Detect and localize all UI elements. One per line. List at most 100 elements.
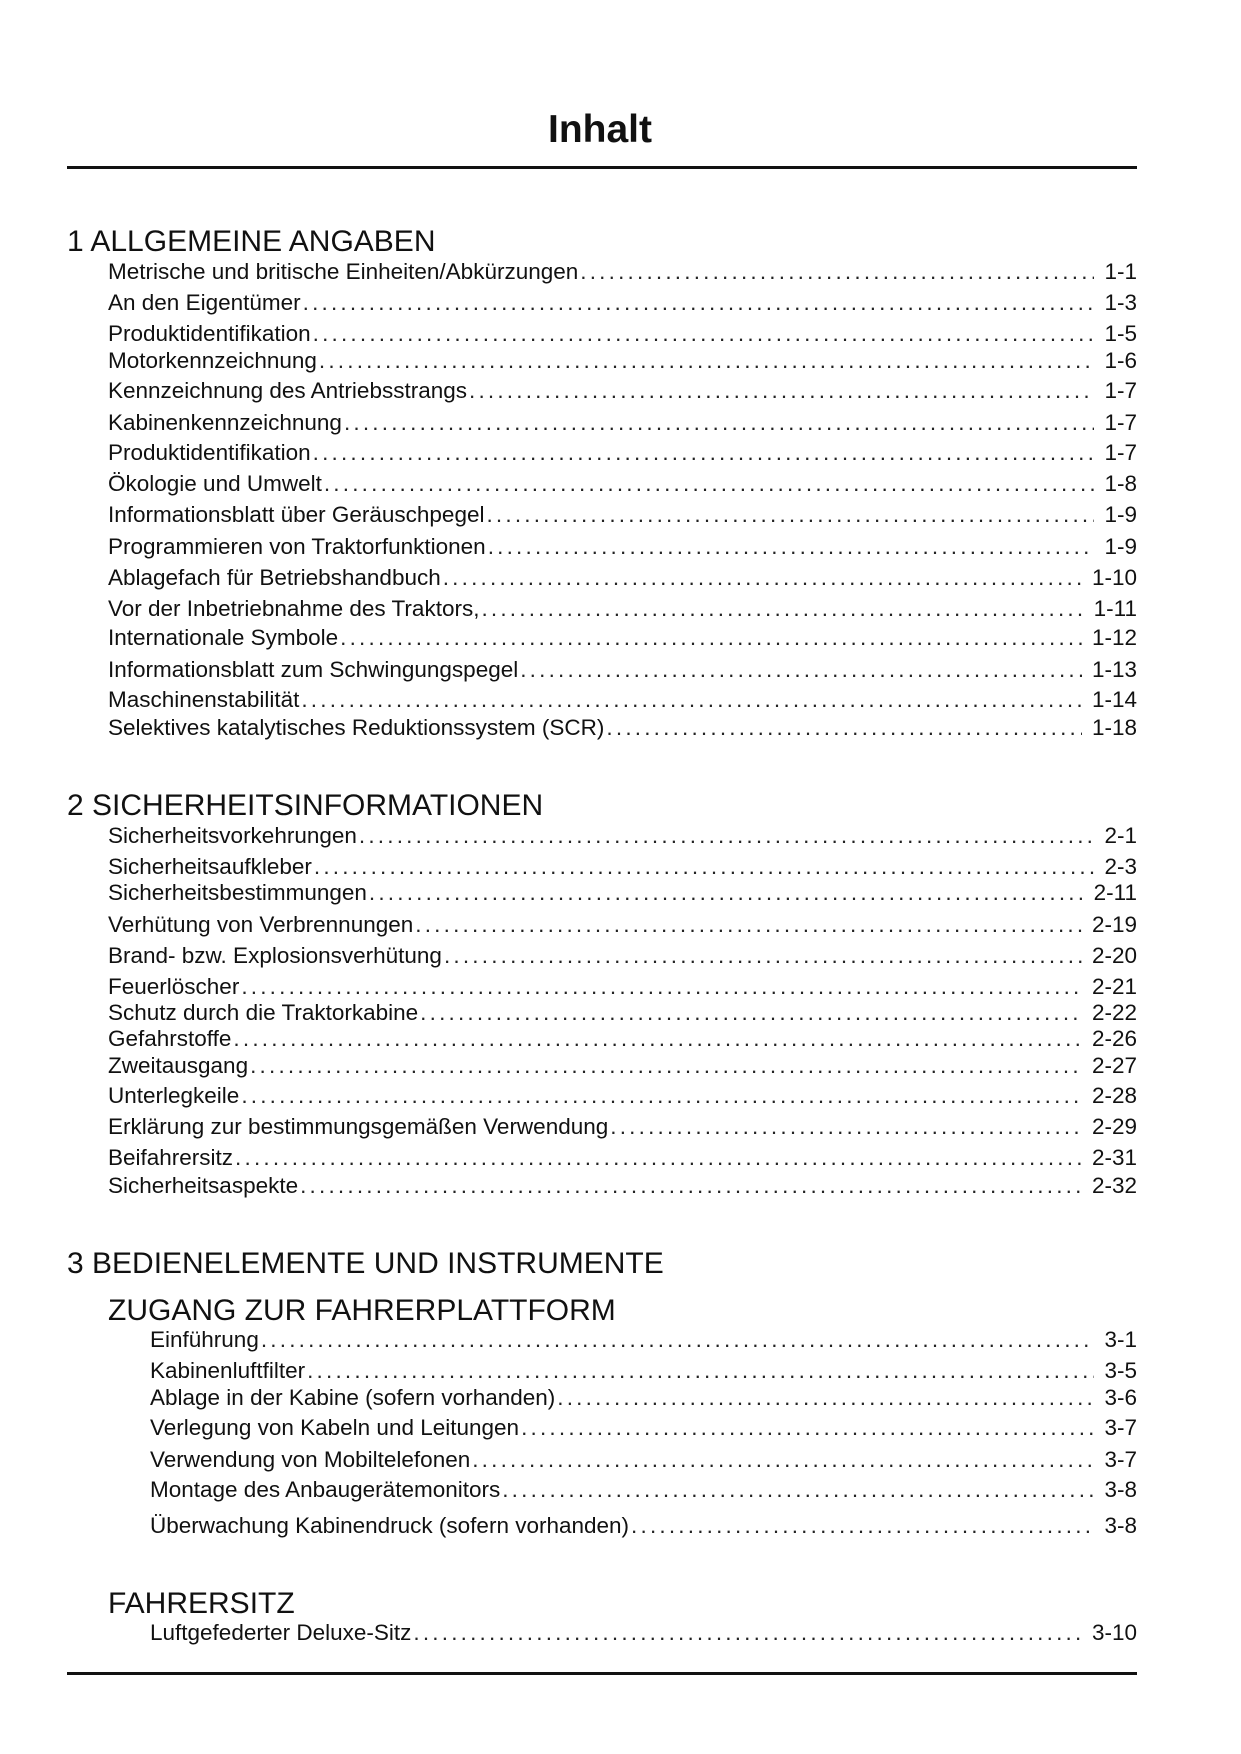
toc-entry[interactable]: Zweitausgang............................… (108, 1052, 1137, 1080)
toc-entry[interactable]: Maschinenstabilität.....................… (108, 686, 1137, 714)
dot-leader: ........................................… (472, 1447, 1094, 1472)
toc-entry[interactable]: Ablagefach für Betriebshandbuch.........… (108, 564, 1137, 592)
toc-entry-page: 1-10 (1091, 565, 1137, 590)
subsection-heading-fahrersitz: FAHRERSITZ (108, 1587, 295, 1620)
dot-leader: ........................................… (486, 502, 1094, 527)
toc-entry-label: Produktidentifikation (108, 321, 311, 346)
toc-entry-label: Internationale Symbole (108, 625, 339, 650)
toc-entry-label: Sicherheitsaspekte (108, 1173, 299, 1198)
dot-leader: ........................................… (312, 321, 1095, 346)
toc-entry[interactable]: Ablage in der Kabine (sofern vorhanden).… (150, 1384, 1137, 1412)
dot-leader: ........................................… (631, 1513, 1095, 1538)
toc-entry[interactable]: Informationsblatt über Geräuschpegel....… (108, 501, 1137, 529)
toc-entry[interactable]: Informationsblatt zum Schwingungspegel..… (108, 656, 1137, 684)
toc-entry[interactable]: Unterlegkeile...........................… (108, 1082, 1137, 1110)
toc-entry-page: 1-1 (1104, 259, 1137, 284)
toc-entry[interactable]: Sicherheitsvorkehrungen.................… (108, 822, 1137, 850)
dot-leader: ........................................… (368, 880, 1084, 905)
toc-entry[interactable]: Überwachung Kabinendruck (sofern vorhand… (150, 1512, 1137, 1540)
toc-entry-page: 2-20 (1091, 943, 1137, 968)
toc-entry-label: Gefahrstoffe (108, 1026, 232, 1051)
section-heading-1: 1 ALLGEMEINE ANGABEN (67, 225, 436, 258)
toc-entry[interactable]: Internationale Symbole..................… (108, 624, 1137, 652)
toc-entry-label: Metrische und britische Einheiten/Abkürz… (108, 259, 579, 284)
toc-entry[interactable]: Verlegung von Kabeln und Leitungen......… (150, 1414, 1137, 1442)
toc-entry-page: 1-9 (1104, 534, 1137, 559)
toc-entry-label: Erklärung zur bestimmungsgemäßen Verwend… (108, 1114, 609, 1139)
toc-entry-label: Verwendung von Mobiltelefonen (150, 1447, 471, 1472)
toc-entry-label: Kabinenkennzeichnung (108, 410, 342, 435)
toc-entry-label: Kabinenluftfilter (150, 1358, 306, 1383)
dot-leader: ........................................… (302, 290, 1095, 315)
bottom-divider (67, 1672, 1137, 1675)
toc-entry-page: 2-26 (1091, 1026, 1137, 1051)
toc-entry[interactable]: Motorkennzeichnung......................… (108, 347, 1137, 375)
toc-entry[interactable]: Kabinenkennzeichnung....................… (108, 409, 1137, 437)
toc-entry-page: 3-7 (1104, 1415, 1137, 1440)
dot-leader: ........................................… (521, 1415, 1094, 1440)
toc-entry[interactable]: Verhütung von Verbrennungen.............… (108, 911, 1137, 939)
dot-leader: ........................................… (610, 1114, 1082, 1139)
dot-leader: ........................................… (301, 687, 1082, 712)
dot-leader: ........................................… (323, 471, 1095, 496)
toc-entry[interactable]: Sicherheitsbestimmungen.................… (108, 879, 1137, 907)
toc-entry-label: An den Eigentümer (108, 290, 301, 315)
toc-entry[interactable]: Einführung..............................… (150, 1326, 1137, 1354)
toc-entry-page: 3-1 (1104, 1327, 1137, 1352)
toc-entry-page: 2-1 (1104, 823, 1137, 848)
toc-entry-page: 2-29 (1091, 1114, 1137, 1139)
toc-entry-page: 1-8 (1104, 471, 1137, 496)
toc-entry[interactable]: Produktidentifikation...................… (108, 320, 1137, 348)
toc-entry[interactable]: Sicherheitsaspekte......................… (108, 1172, 1137, 1200)
dot-leader: ........................................… (580, 259, 1094, 284)
dot-leader: ........................................… (307, 1358, 1094, 1383)
toc-entry[interactable]: Sicherheitsaufkleber....................… (108, 853, 1137, 881)
toc-entry-label: Schutz durch die Traktorkabine (108, 1000, 419, 1025)
toc-entry[interactable]: Schutz durch die Traktorkabine..........… (108, 999, 1137, 1027)
toc-entry[interactable]: Luftgefederter Deluxe-Sitz..............… (150, 1619, 1137, 1647)
toc-entry-page: 2-19 (1091, 912, 1137, 937)
toc-entry-page: 2-28 (1091, 1083, 1137, 1108)
toc-entry[interactable]: Selektives katalytisches Reduktionssyste… (108, 714, 1137, 742)
toc-entry-page: 3-6 (1104, 1385, 1137, 1410)
toc-entry[interactable]: Erklärung zur bestimmungsgemäßen Verwend… (108, 1113, 1137, 1141)
dot-leader: ........................................… (300, 1173, 1082, 1198)
toc-entry-label: Beifahrersitz (108, 1145, 234, 1170)
toc-entry-label: Selektives katalytisches Reduktionssyste… (108, 715, 605, 740)
toc-entry[interactable]: Feuerlöscher............................… (108, 973, 1137, 1001)
dot-leader: ........................................… (250, 1053, 1082, 1078)
toc-entry[interactable]: Gefahrstoffe............................… (108, 1025, 1137, 1053)
toc-entry[interactable]: Programmieren von Traktorfunktionen.....… (108, 533, 1137, 561)
dot-leader: ........................................… (313, 854, 1095, 879)
toc-entry-label: Kennzeichnung des Antriebsstrangs (108, 378, 467, 403)
toc-entry-label: Produktidentifikation (108, 440, 311, 465)
dot-leader: ........................................… (520, 657, 1082, 682)
toc-entry-page: 1-3 (1104, 290, 1137, 315)
toc-entry[interactable]: Verwendung von Mobiltelefonen...........… (150, 1446, 1137, 1474)
toc-entry[interactable]: Ökologie und Umwelt.....................… (108, 470, 1137, 498)
toc-entry-label: Montage des Anbaugerätemonitors (150, 1477, 501, 1502)
toc-entry[interactable]: Metrische und britische Einheiten/Abkürz… (108, 258, 1137, 286)
toc-entry[interactable]: Kabinenluftfilter.......................… (150, 1357, 1137, 1385)
toc-entry-page: 3-8 (1104, 1513, 1137, 1538)
toc-entry-page: 1-13 (1091, 657, 1137, 682)
toc-entry-label: Programmieren von Traktorfunktionen (108, 534, 486, 559)
toc-entry-page: 1-7 (1104, 410, 1137, 435)
toc-entry-page: 2-3 (1104, 854, 1137, 879)
toc-entry-page: 3-5 (1104, 1358, 1137, 1383)
toc-entry-label: Verhütung von Verbrennungen (108, 912, 414, 937)
dot-leader: ........................................… (235, 1145, 1082, 1170)
toc-entry-label: Ökologie und Umwelt (108, 471, 322, 496)
toc-entry[interactable]: Produktidentifikation...................… (108, 439, 1137, 467)
dot-leader: ........................................… (415, 912, 1082, 937)
page-title: Inhalt (548, 108, 652, 151)
toc-entry[interactable]: An den Eigentümer.......................… (108, 289, 1137, 317)
top-divider (67, 166, 1137, 169)
toc-entry[interactable]: Brand- bzw. Explosionsverhütung.........… (108, 942, 1137, 970)
toc-entry[interactable]: Kennzeichnung des Antriebsstrangs.......… (108, 377, 1137, 405)
toc-entry-page: 1-7 (1104, 378, 1137, 403)
toc-entry[interactable]: Vor der Inbetriebnahme des Traktors,....… (108, 595, 1137, 623)
toc-entry[interactable]: Beifahrersitz...........................… (108, 1144, 1137, 1172)
toc-entry-page: 1-7 (1104, 440, 1137, 465)
toc-entry[interactable]: Montage des Anbaugerätemonitors.........… (150, 1476, 1137, 1504)
